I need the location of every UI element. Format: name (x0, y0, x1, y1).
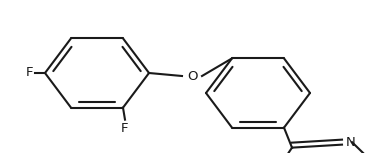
Text: F: F (25, 67, 33, 80)
Text: F: F (121, 122, 129, 135)
Text: O: O (187, 69, 197, 82)
Text: N: N (346, 136, 356, 149)
